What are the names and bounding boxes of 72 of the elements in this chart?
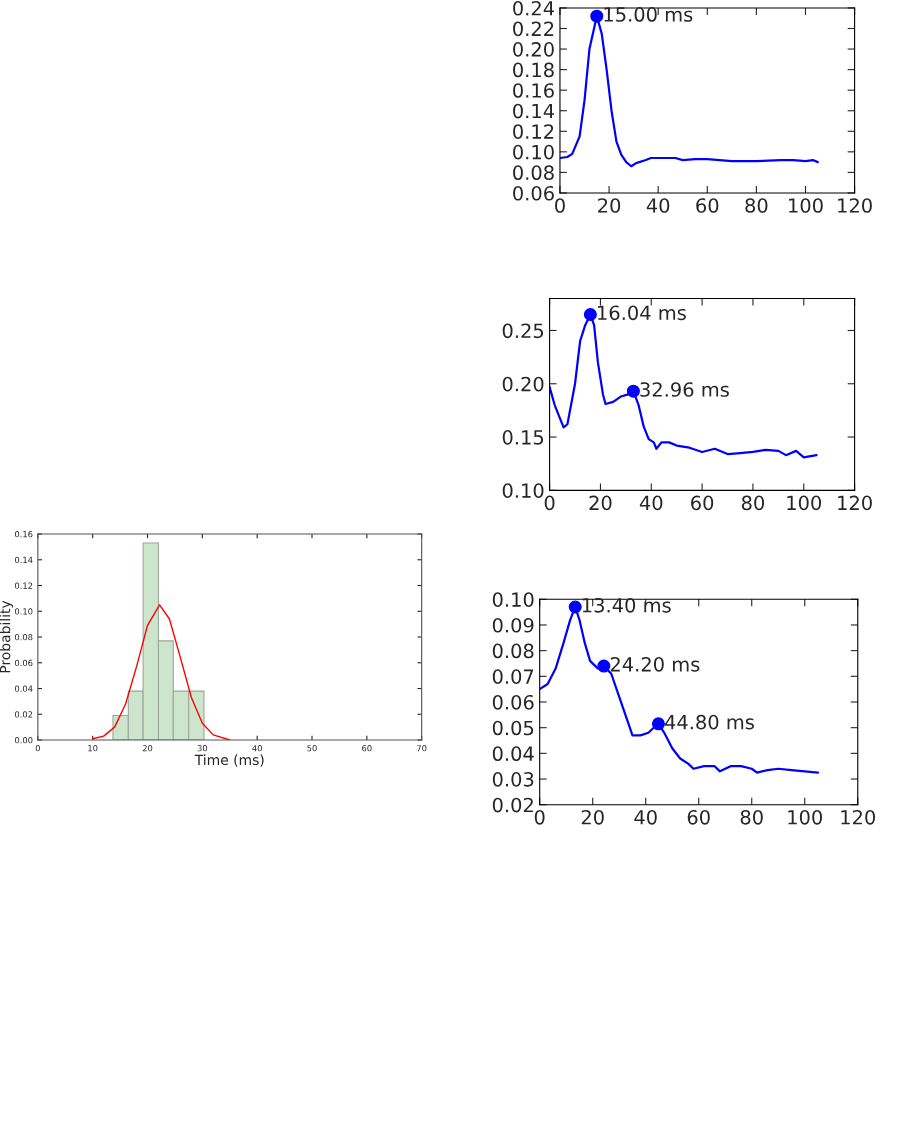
- y-tick-label: 0.12: [513, 124, 554, 139]
- x-tick-label: 120: [841, 809, 876, 825]
- y-tick-label: 0.18: [513, 62, 554, 78]
- x-tick-label: 0: [35, 745, 40, 752]
- x-tick-label: 10: [88, 745, 98, 752]
- y-tick-label: 0.24: [513, 0, 555, 16]
- y-tick-label: 0.05: [492, 720, 534, 736]
- y-tick-label: 0.08: [513, 165, 554, 181]
- y-tick-label: 0.10: [492, 592, 534, 607]
- x-tick-label: 100: [787, 495, 822, 511]
- annotation: 24.20 ms: [610, 656, 700, 672]
- x-tick-label: 100: [789, 198, 823, 213]
- x-tick-label: 0: [544, 495, 555, 511]
- x-tick-label: 50: [307, 745, 317, 752]
- y-tick-label: 0.10: [513, 144, 554, 160]
- x-axis-title: Time (ms): [194, 754, 264, 767]
- x-tick-label: 40: [252, 745, 262, 752]
- y-tick-label: 0.16: [513, 83, 554, 98]
- y-tick-label: 0.06: [513, 185, 554, 201]
- x-tick-label: 20: [581, 809, 604, 825]
- y-tick-label: 0.16: [14, 531, 33, 538]
- annotation: 44.80 ms: [664, 714, 754, 730]
- x-tick-label: 0: [555, 198, 565, 213]
- x-tick-label: 30: [197, 745, 208, 752]
- y-tick-label: 0.06: [492, 694, 534, 710]
- y-tick-label: 0.08: [492, 643, 534, 659]
- x-tick-label: 40: [634, 809, 657, 825]
- y-tick-label: 0.14: [513, 103, 555, 119]
- x-tick-label: 60: [687, 809, 710, 825]
- x-tick-label: 40: [639, 495, 663, 511]
- x-tick-label: 20: [598, 198, 621, 213]
- y-tick-label: 0.10: [502, 483, 544, 498]
- y-tick-label: 0.20: [502, 376, 544, 392]
- x-tick-label: 80: [740, 809, 763, 825]
- y-tick-label: 0.14: [14, 556, 33, 564]
- point: [651, 717, 665, 731]
- y-tick-label: 0.20: [513, 42, 554, 57]
- x-tick-label: 120: [838, 495, 872, 511]
- y-tick-label: 0.12: [14, 582, 33, 589]
- y-tick-label: 0.04: [14, 685, 33, 692]
- y-tick-label: 0.07: [492, 669, 534, 684]
- x-tick-label: 80: [745, 198, 768, 213]
- y-tick-label: 0.25: [502, 323, 544, 339]
- y-tick-label: 0.15: [502, 429, 544, 445]
- y-tick-label: 0.04: [492, 746, 534, 762]
- y-tick-label: 0.09: [492, 617, 534, 633]
- x-tick-label: 20: [142, 745, 153, 752]
- y-axis-title: Probability: [0, 600, 14, 673]
- x-tick-label: 80: [741, 495, 765, 511]
- x-tick-label: 100: [788, 809, 823, 825]
- x-tick-label: 60: [362, 745, 372, 752]
- y-tick-label: 0.02: [492, 797, 533, 813]
- y-tick-label: 0.03: [492, 771, 534, 787]
- x-tick-label: 0: [534, 809, 545, 825]
- x-tick-label: 60: [696, 198, 719, 213]
- annotation: 32.96 ms: [640, 382, 729, 397]
- annotation: 13.40 ms: [582, 597, 671, 613]
- point: [597, 659, 611, 673]
- x-tick-label: 40: [646, 198, 670, 213]
- y-tick-label: 0.06: [14, 659, 33, 667]
- annotation: 15.00 ms: [604, 7, 693, 22]
- x-tick-label: 70: [417, 745, 427, 752]
- y-tick-label: 0.02: [14, 711, 33, 718]
- x-tick-label: 120: [838, 198, 872, 213]
- y-tick-label: 0.00: [14, 737, 33, 744]
- point: [568, 600, 582, 614]
- y-tick-label: 0.10: [14, 608, 33, 615]
- annotation: 16.04 ms: [598, 305, 686, 321]
- y-tick-label: 0.08: [14, 634, 33, 641]
- x-tick-label: 20: [589, 495, 612, 511]
- x-tick-label: 60: [691, 495, 714, 511]
- y-tick-label: 0.22: [513, 21, 554, 37]
